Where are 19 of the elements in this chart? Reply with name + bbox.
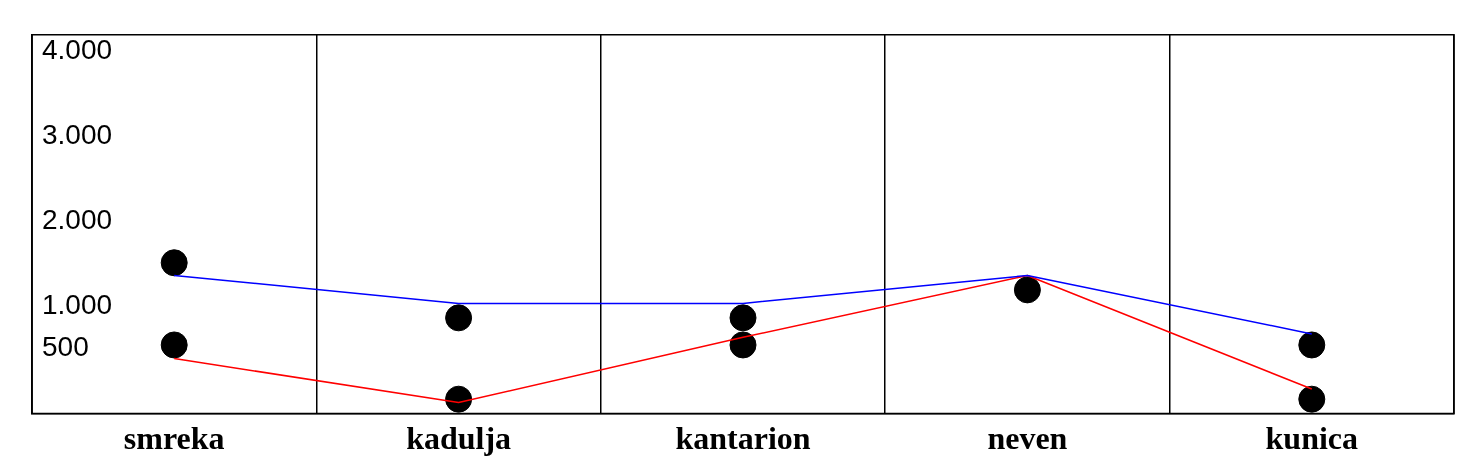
x-tick-label: kantarion: [675, 420, 811, 457]
point: [729, 304, 757, 332]
y-tick-label: 3.000: [42, 119, 113, 151]
point: [729, 331, 757, 359]
x-tick-label: kunica: [1265, 420, 1359, 457]
x-tick-label: smreka: [123, 420, 225, 457]
point: [445, 304, 473, 332]
x-tick-label: neven: [987, 420, 1068, 457]
y-tick-label: 2.000: [42, 203, 113, 235]
y-tick-label: 4.000: [42, 34, 113, 66]
point: [160, 249, 188, 277]
y-tick-label: 1.000: [42, 288, 113, 320]
x-tick-label: kadulja: [406, 420, 512, 457]
point: [1013, 276, 1041, 304]
point: [160, 331, 188, 359]
point: [1298, 385, 1326, 413]
y-tick-label: 500: [42, 331, 89, 363]
point: [445, 385, 473, 413]
point: [1298, 331, 1326, 359]
